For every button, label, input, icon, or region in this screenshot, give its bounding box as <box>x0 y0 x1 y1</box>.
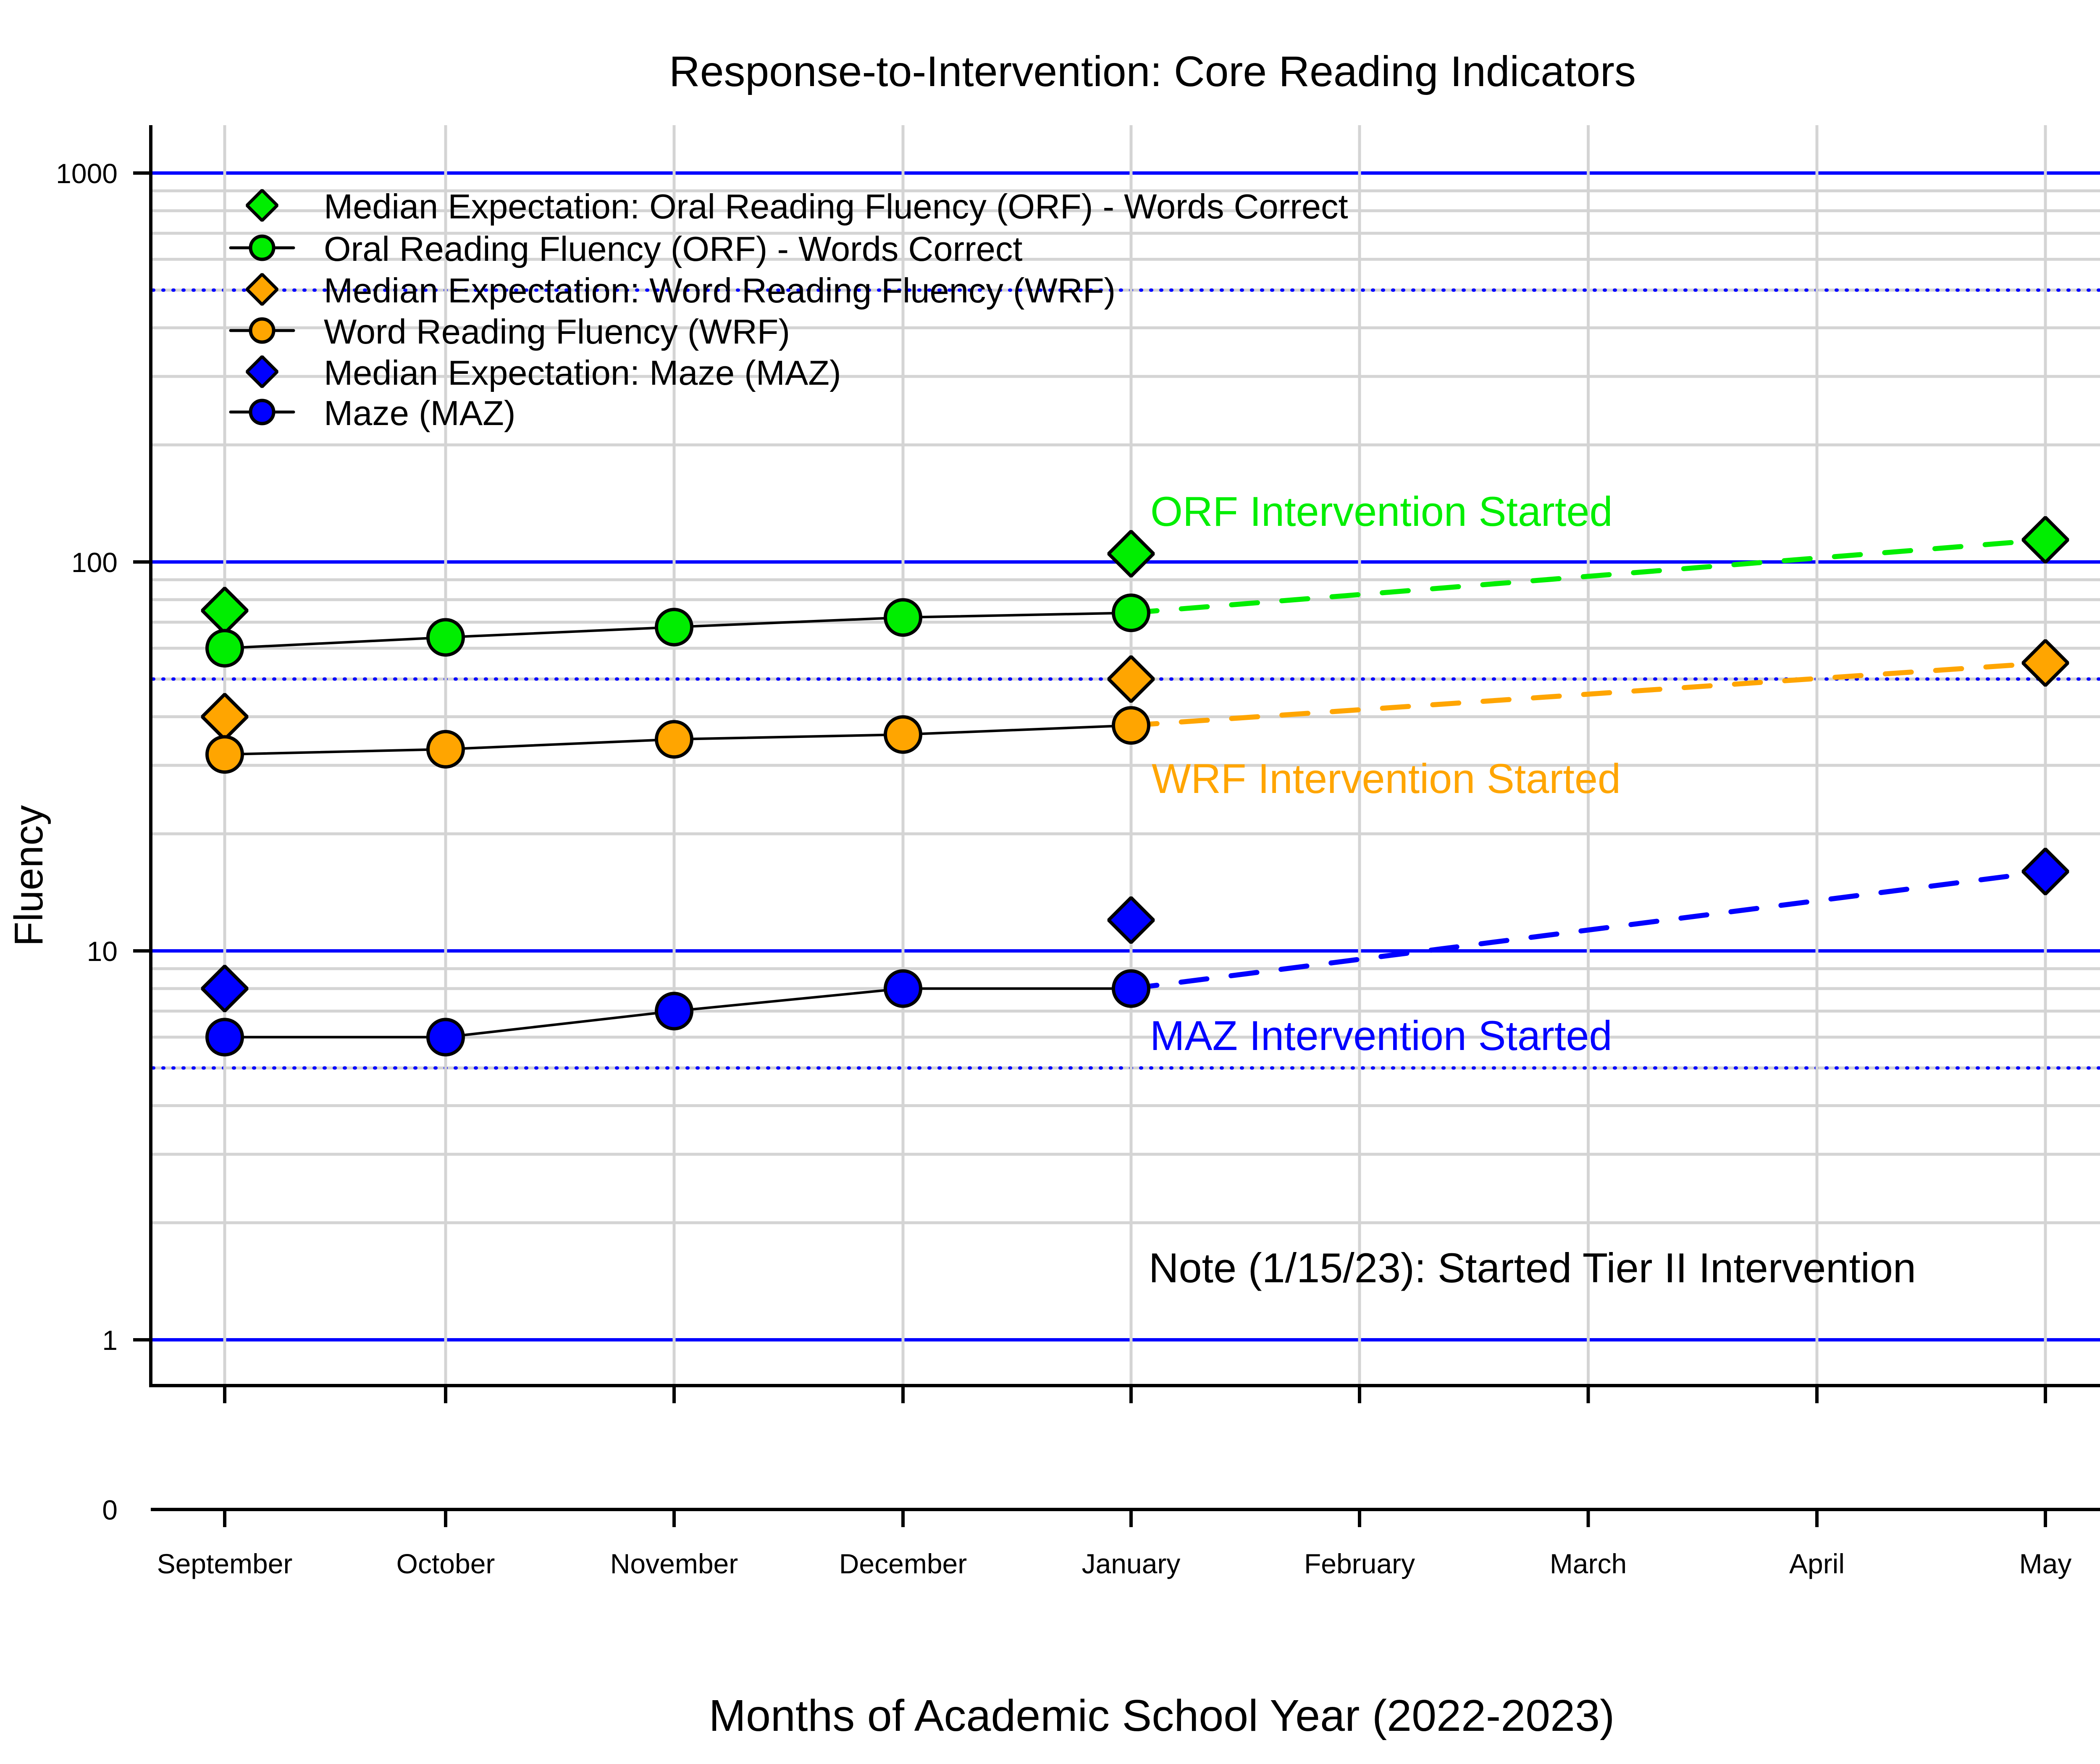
svg-text:February: February <box>1304 1548 1415 1579</box>
svg-text:0: 0 <box>102 1494 118 1525</box>
svg-text:December: December <box>839 1548 967 1579</box>
svg-text:April: April <box>1789 1548 1845 1579</box>
svg-text:Note (1/15/23): Started Tier I: Note (1/15/23): Started Tier II Interven… <box>1149 1244 1916 1291</box>
svg-text:10: 10 <box>87 936 118 967</box>
svg-text:Word Reading Fluency (WRF): Word Reading Fluency (WRF) <box>324 312 790 351</box>
svg-text:Median Expectation: Oral Readi: Median Expectation: Oral Reading Fluency… <box>324 187 1348 226</box>
svg-text:1: 1 <box>102 1325 118 1356</box>
svg-text:ORF Intervention Started: ORF Intervention Started <box>1150 488 1613 535</box>
svg-text:May: May <box>2019 1548 2072 1579</box>
svg-text:WRF Intervention Started: WRF Intervention Started <box>1152 755 1621 802</box>
svg-text:January: January <box>1082 1548 1181 1579</box>
svg-text:Maze (MAZ): Maze (MAZ) <box>324 394 516 433</box>
svg-text:October: October <box>396 1548 495 1579</box>
svg-text:September: September <box>157 1548 293 1579</box>
svg-text:100: 100 <box>71 547 118 578</box>
svg-text:Response-to-Intervention: Core: Response-to-Intervention: Core Reading I… <box>669 47 1636 95</box>
svg-text:November: November <box>610 1548 738 1579</box>
svg-text:1000: 1000 <box>56 158 118 189</box>
svg-text:Median Expectation: Word Readi: Median Expectation: Word Reading Fluency… <box>324 271 1116 310</box>
svg-text:March: March <box>1550 1548 1627 1579</box>
svg-text:Fluency: Fluency <box>6 805 51 946</box>
svg-text:Months of Academic School Year: Months of Academic School Year (2022-202… <box>709 1691 1615 1740</box>
svg-text:Oral Reading Fluency (ORF) - W: Oral Reading Fluency (ORF) - Words Corre… <box>324 229 1023 268</box>
svg-text:Median Expectation: Maze (MAZ): Median Expectation: Maze (MAZ) <box>324 353 841 392</box>
svg-text:MAZ Intervention Started: MAZ Intervention Started <box>1150 1012 1612 1059</box>
